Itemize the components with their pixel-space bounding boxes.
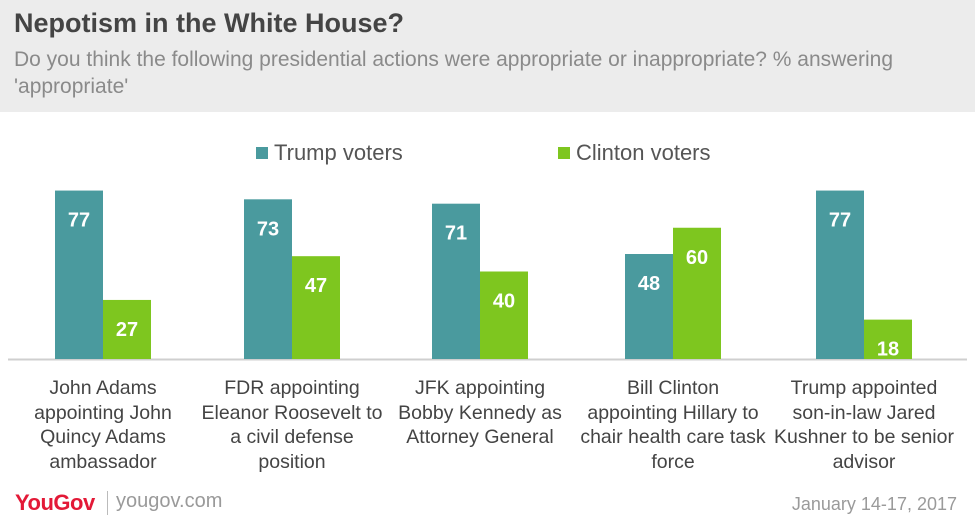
data-label-clinton-1: 47: [305, 275, 327, 297]
legend-swatch-trump: [256, 147, 268, 159]
footer-divider: [107, 491, 108, 515]
header-band: Nepotism in the White House? Do you thin…: [0, 0, 975, 112]
yougov-logo: YouGov: [15, 490, 95, 515]
bar-clinton-2: [480, 271, 528, 359]
data-label-clinton-4: 18: [877, 339, 899, 361]
legend-swatch-clinton: [558, 147, 570, 159]
bar-clinton-0: [103, 299, 151, 359]
data-label-trump-4: 77: [829, 210, 851, 232]
chart-subtitle: Do you think the following presidential …: [14, 48, 894, 98]
data-label-trump-2: 71: [445, 223, 467, 245]
bar-trump-4: [816, 190, 864, 359]
legend-label-trump: Trump voters: [274, 140, 403, 165]
category-label-trump: Trump appointed son-in-law Jared Kushner…: [774, 377, 954, 473]
category-label-jfk: JFK appointing Bobby Kennedy as Attorney…: [398, 377, 562, 448]
legend-item-trump-voters: Trump voters: [256, 140, 403, 165]
data-label-trump-0: 77: [68, 210, 90, 232]
bar-chart: 77 73 71 48 77 27 47 40 60 18: [8, 190, 967, 361]
survey-date: January 14-17, 2017: [791, 494, 957, 514]
data-label-clinton-0: 27: [116, 319, 138, 341]
chart-title: Nepotism in the White House?: [14, 8, 405, 38]
legend-label-clinton: Clinton voters: [576, 140, 711, 165]
bar-clinton-1: [292, 256, 340, 359]
legend-item-clinton-voters: Clinton voters: [558, 140, 711, 165]
category-labels: John Adams appointing John Quincy Adams …: [0, 376, 975, 476]
footer-site-link[interactable]: yougov.com: [116, 490, 223, 512]
category-label-adams: John Adams appointing John Quincy Adams …: [34, 377, 172, 473]
bar-clinton-3: [673, 227, 721, 359]
bar-trump-1: [244, 199, 292, 359]
bar-trump-2: [432, 203, 480, 359]
category-label-fdr: FDR appointing Eleanor Roosevelt to a ci…: [201, 377, 383, 473]
bar-trump-3: [625, 254, 673, 359]
bar-clinton-4: [864, 319, 912, 359]
data-label-clinton-3: 60: [686, 247, 708, 269]
data-label-clinton-2: 40: [493, 291, 515, 313]
category-label-clinton: Bill Clinton appointing Hillary to chair…: [580, 377, 766, 473]
data-label-trump-1: 73: [257, 218, 279, 240]
data-label-trump-3: 48: [638, 273, 660, 295]
bar-trump-0: [55, 190, 103, 359]
